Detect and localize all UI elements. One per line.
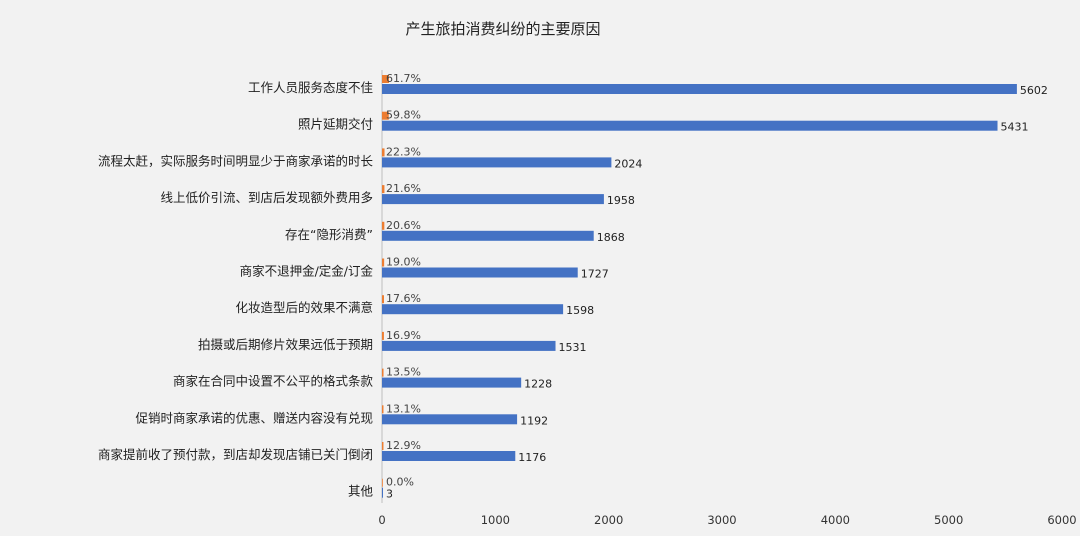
count-label: 1727 [581,268,609,281]
plot-area: 工作人员服务态度不佳 61.7% 5602 照片延期交付 59.8% 5431 流程太赶，实… [98,70,1077,527]
percent-label: 12.9% [386,439,421,452]
percent-label: 19.0% [386,256,421,269]
category-label: 流程太赶，实际服务时间明显少于商家承诺的时长 [98,153,374,168]
percent-bar [382,185,385,194]
category-label: 商家不退押金/定金/订金 [240,264,374,279]
count-label: 1192 [520,414,548,427]
count-bar [382,487,383,498]
x-tick-label: 2000 [594,513,623,527]
x-tick-label: 4000 [821,513,850,527]
category-label: 化妆造型后的效果不满意 [235,300,373,315]
category-label: 商家在合同中设置不公平的格式条款 [173,374,374,389]
percent-bar [382,442,384,450]
count-bar [382,451,516,461]
count-bar [382,267,578,278]
count-label: 5431 [1001,121,1029,134]
count-label: 2024 [614,157,642,170]
count-bar [382,84,1017,94]
count-label: 5602 [1020,84,1048,97]
percent-bar [382,111,389,120]
count-bar [382,304,564,315]
category-label: 存在“隐形消费” [285,227,373,242]
count-bar [382,157,612,168]
percent-label: 21.6% [386,182,421,195]
percent-bar [382,295,384,304]
percent-bar [382,258,385,267]
count-label: 1228 [524,378,552,391]
count-bar [382,377,522,388]
percent-label: 0.0% [386,476,414,489]
percent-bar [382,478,383,487]
x-tick-label: 3000 [707,513,736,527]
percent-label: 13.1% [386,402,421,415]
count-label: 1868 [597,231,625,244]
percent-bar [382,331,384,340]
count-label: 1598 [566,304,594,317]
percent-bar [382,75,389,83]
category-label: 商家提前收了预付款，到店却发现店铺已关门倒闭 [98,447,373,462]
category-label: 拍摄或后期修片效果远低于预期 [198,337,373,352]
percent-bar [382,148,385,157]
percent-label: 20.6% [386,219,421,232]
percent-bar [382,368,384,377]
x-tick-label: 0 [378,513,385,527]
category-label: 照片延期交付 [298,117,373,132]
count-bar [382,230,594,241]
count-bar [382,414,518,425]
x-tick-label: 5000 [934,513,963,527]
count-bar [382,194,604,205]
percent-label: 13.5% [386,366,421,379]
category-label: 其他 [348,484,374,499]
count-bar [382,340,556,351]
x-tick-label: 1000 [481,513,510,527]
percent-label: 17.6% [386,292,421,305]
percent-label: 59.8% [386,109,421,122]
count-label: 1531 [559,341,587,354]
x-tick-label: 6000 [1047,513,1076,527]
percent-label: 22.3% [386,145,421,158]
count-label: 1958 [607,194,635,207]
count-bar [382,120,998,131]
category-label: 线上低价引流、到店后发现额外费用多 [160,190,373,205]
chart-title: 产生旅拍消费纠纷的主要原因 [405,20,600,38]
category-label: 促销时商家承诺的优惠、赠送内容没有兑现 [135,410,373,425]
percent-bar [382,405,384,414]
count-label: 1176 [518,451,546,464]
percent-bar [382,221,385,230]
count-label: 3 [386,488,393,501]
percent-label: 61.7% [386,72,421,85]
percent-label: 16.9% [386,329,421,342]
category-label: 工作人员服务态度不佳 [248,80,373,95]
